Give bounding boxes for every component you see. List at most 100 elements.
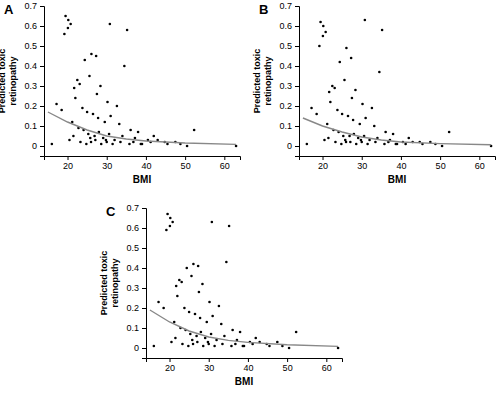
y-tick-label: 0.3 <box>279 81 292 91</box>
y-tick: 0.6 <box>279 21 299 31</box>
x-tick: 30 <box>357 156 367 171</box>
point <box>63 33 66 36</box>
point <box>92 113 95 116</box>
point <box>169 225 172 228</box>
point <box>327 137 330 140</box>
y-tick-label: 0.7 <box>126 203 139 213</box>
y-tick-label: 0.7 <box>279 1 292 11</box>
y-tick: 0.2 <box>24 101 44 111</box>
point <box>176 295 179 298</box>
point <box>129 129 132 132</box>
y-tick-label: 0.1 <box>24 121 37 131</box>
point <box>338 61 341 64</box>
point <box>178 279 181 282</box>
x-tick-label: 60 <box>475 161 485 171</box>
point <box>448 131 451 134</box>
point <box>153 345 156 348</box>
point <box>166 143 169 146</box>
y-tick-mark <box>142 228 146 229</box>
point <box>118 123 121 126</box>
point <box>225 261 228 264</box>
point <box>113 139 116 142</box>
y-tick: 0.6 <box>126 223 146 233</box>
point <box>201 283 204 286</box>
y-tick: 0.7 <box>126 203 146 213</box>
point <box>200 331 203 334</box>
point <box>342 135 345 138</box>
point <box>364 117 367 120</box>
x-tick-label: 20 <box>165 363 175 373</box>
x-tick-label: 30 <box>102 161 112 171</box>
point <box>193 129 196 132</box>
point <box>173 321 176 324</box>
point <box>162 307 165 310</box>
point <box>328 91 331 94</box>
point <box>322 25 325 28</box>
y-axis-title-line: Predicted toxic <box>0 49 7 114</box>
y-tick-label: 0.3 <box>126 283 139 293</box>
point <box>90 53 93 56</box>
point <box>197 265 200 268</box>
x-tick: 20 <box>318 156 328 171</box>
y-axis-title-line: Predicted toxic <box>252 49 262 114</box>
panel-title: A <box>4 2 14 17</box>
y-axis: 00.10.20.30.40.50.60.7 <box>126 203 146 358</box>
y-axis-title-line: Predicted toxic <box>99 251 109 316</box>
point <box>324 31 327 34</box>
y-tick: 0.5 <box>126 243 146 253</box>
y-tick-label: 0.2 <box>279 101 292 111</box>
y-tick-mark <box>142 308 146 309</box>
panel: 203040506000.10.20.30.40.50.60.7BBMIPred… <box>252 1 496 185</box>
y-axis-line <box>142 209 147 359</box>
point <box>351 97 354 100</box>
panel: 203040506000.10.20.30.40.50.60.7CBMIPred… <box>99 203 343 387</box>
y-tick-label: 0 <box>134 343 139 353</box>
x-axis-line <box>45 157 241 161</box>
x-tick-label: 60 <box>220 161 230 171</box>
x-tick-mark <box>287 358 288 362</box>
x-tick-mark <box>170 358 171 362</box>
point <box>51 143 54 146</box>
point <box>174 337 177 340</box>
x-axis: 2030405060 <box>147 358 343 373</box>
x-tick-label: 50 <box>283 363 293 373</box>
point <box>183 307 186 310</box>
y-tick-mark <box>142 208 146 209</box>
point <box>99 85 102 88</box>
point <box>352 119 355 122</box>
panel-title: C <box>106 204 116 219</box>
y-tick-mark <box>295 106 299 107</box>
point <box>392 133 395 136</box>
point <box>96 93 99 96</box>
y-tick-label: 0.6 <box>126 223 139 233</box>
x-tick-mark <box>248 358 249 362</box>
x-axis-title: BMI <box>133 174 152 185</box>
point <box>202 345 205 348</box>
plot-area <box>48 15 237 148</box>
y-tick-label: 0.5 <box>24 41 37 51</box>
y-tick: 0.7 <box>279 1 299 11</box>
point <box>234 343 237 346</box>
point <box>73 87 76 90</box>
point <box>152 135 155 138</box>
point <box>340 143 343 146</box>
y-axis-title: Predicted toxicretinopathy <box>0 49 18 114</box>
y-tick-label: 0.3 <box>24 81 37 91</box>
point <box>90 141 93 144</box>
y-tick-label: 0.6 <box>279 21 292 31</box>
point <box>350 57 353 60</box>
x-tick-mark <box>185 156 186 160</box>
point <box>374 141 377 144</box>
y-axis-line <box>40 7 45 157</box>
point <box>83 59 86 62</box>
y-tick: 0.7 <box>24 1 44 11</box>
x-tick: 20 <box>63 156 73 171</box>
y-axis-title-line: retinopathy <box>110 258 120 307</box>
point <box>192 343 195 346</box>
point <box>68 139 71 142</box>
x-tick-label: 50 <box>181 161 191 171</box>
point <box>404 143 407 146</box>
x-tick: 60 <box>220 156 230 171</box>
point <box>337 347 340 350</box>
x-tick: 30 <box>102 156 112 171</box>
